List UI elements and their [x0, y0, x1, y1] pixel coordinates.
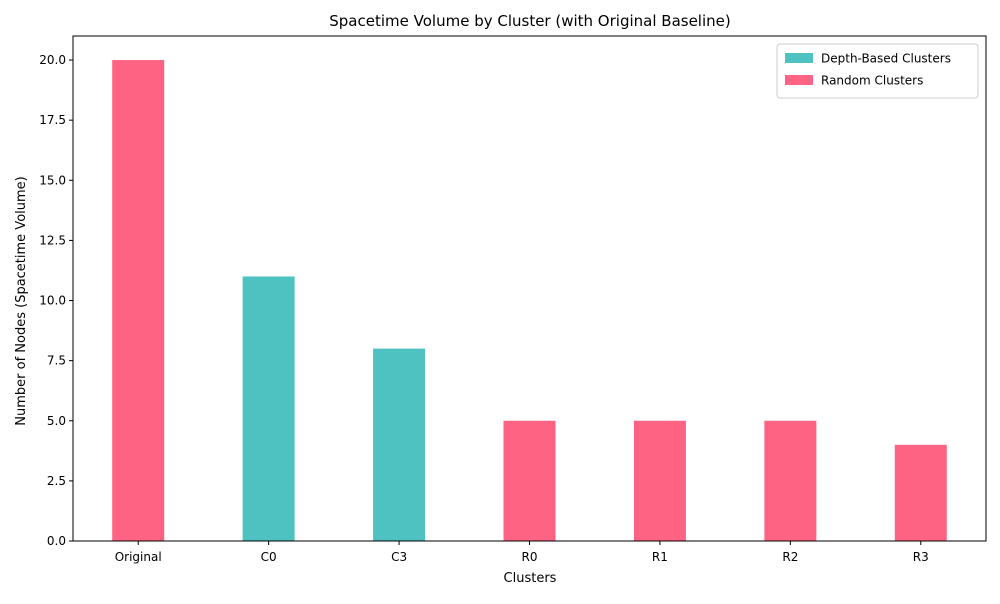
x-tick-label: R0: [522, 550, 538, 564]
y-tick-label: 17.5: [39, 113, 66, 127]
y-tick-label: 20.0: [39, 53, 66, 67]
legend-swatch-depth: [785, 53, 813, 63]
bar-r1: [633, 420, 686, 541]
x-tick-label: Original: [115, 550, 162, 564]
legend-box: [776, 43, 979, 99]
x-tick-label: R1: [652, 550, 668, 564]
legend-label-depth: Depth-Based Clusters: [821, 52, 951, 66]
x-tick-label: R2: [782, 550, 798, 564]
legend: Depth-Based Clusters Random Clusters: [776, 43, 979, 99]
y-tick-label: 15.0: [39, 173, 66, 187]
y-tick-label: 10.0: [39, 294, 66, 308]
x-tick-label: R3: [913, 550, 929, 564]
bar-r0: [503, 420, 556, 541]
x-tick-label: C0: [261, 550, 277, 564]
y-tick-label: 0.0: [47, 534, 66, 548]
legend-swatch-random: [785, 75, 813, 85]
chart-title: Spacetime Volume by Cluster (with Origin…: [329, 12, 730, 30]
bar-c3: [373, 348, 426, 541]
y-tick-label: 5.0: [47, 414, 66, 428]
axes-layer: 0.0 2.5 5.0 7.5 10.0 12.5 15.0 17.5 20.0 Original…: [39, 35, 987, 564]
y-axis-label: Number of Nodes (Spacetime Volume): [14, 176, 29, 425]
bar-c0: [242, 276, 295, 541]
legend-label-random: Random Clusters: [821, 74, 923, 88]
x-axis-label: Clusters: [504, 571, 557, 586]
y-tick-label: 2.5: [47, 474, 66, 488]
y-tick-label: 7.5: [47, 354, 66, 368]
bar-original: [112, 60, 165, 542]
y-tick-label: 12.5: [39, 233, 66, 247]
x-tick-label: C3: [391, 550, 407, 564]
bars-layer: [112, 60, 947, 542]
bar-r3: [894, 444, 947, 541]
bar-r2: [764, 420, 817, 541]
